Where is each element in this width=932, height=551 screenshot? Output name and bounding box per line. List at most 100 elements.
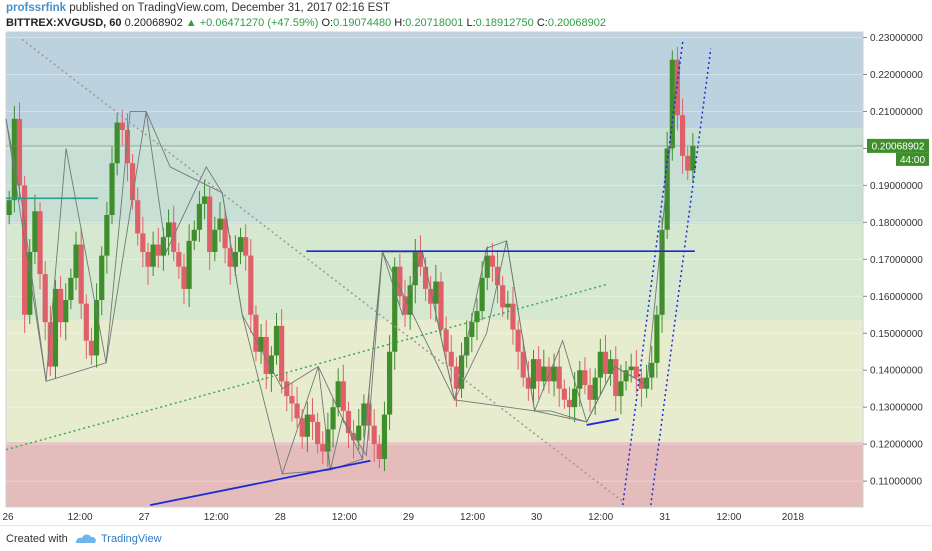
candle-up bbox=[6, 200, 12, 215]
last-price: 0.20068902 bbox=[124, 17, 183, 29]
candle-up bbox=[304, 414, 310, 437]
candle-down bbox=[685, 155, 691, 171]
close-label: C: bbox=[536, 17, 548, 29]
candle-up bbox=[669, 59, 675, 149]
trend-line bbox=[149, 459, 371, 507]
candle-down bbox=[587, 385, 593, 400]
candle-down bbox=[443, 329, 449, 352]
author-name[interactable]: profssrfink bbox=[6, 2, 67, 14]
candle-up bbox=[165, 222, 172, 238]
candle-down bbox=[16, 118, 23, 186]
candle-down bbox=[243, 237, 249, 256]
candle-down bbox=[613, 359, 619, 397]
candle-down bbox=[294, 403, 300, 419]
price-axis: 0.230000000.220000000.210000000.20000000… bbox=[862, 32, 923, 507]
candle-up bbox=[32, 211, 38, 252]
time-tick-label: 12:00 bbox=[588, 512, 613, 523]
candle-up bbox=[73, 244, 79, 278]
candle-down bbox=[366, 403, 372, 426]
price-badge-value: 0.20068902 bbox=[872, 141, 925, 152]
candle-up bbox=[392, 266, 398, 352]
candle-down bbox=[47, 322, 53, 367]
candle-down bbox=[22, 185, 28, 315]
price-tick-label: 0.18000000 bbox=[870, 218, 923, 229]
candle-up bbox=[479, 277, 485, 312]
candle-up bbox=[325, 429, 331, 452]
candle-down bbox=[602, 351, 609, 374]
candle-up bbox=[551, 366, 557, 382]
candle-down bbox=[78, 244, 84, 304]
time-tick-label: 28 bbox=[275, 512, 287, 523]
tradingview-logo-icon[interactable] bbox=[74, 531, 98, 545]
fib-zone bbox=[6, 224, 863, 321]
zigzag-pattern-line bbox=[5, 111, 647, 457]
candle-down bbox=[145, 251, 151, 267]
candle-up bbox=[361, 403, 367, 426]
candle-down bbox=[207, 196, 213, 252]
candle-down bbox=[638, 377, 645, 389]
candle-up bbox=[217, 218, 223, 230]
candle-down bbox=[397, 266, 403, 297]
price-chart[interactable]: 0.230000000.220000000.210000000.20000000… bbox=[0, 0, 932, 525]
candle-up bbox=[386, 351, 393, 415]
time-tick-label: 29 bbox=[403, 512, 415, 523]
trend-line bbox=[21, 38, 624, 503]
candle-up bbox=[474, 311, 480, 323]
candle-down bbox=[489, 255, 495, 267]
publish-line: profssrfink published on TradingView.com… bbox=[6, 2, 390, 14]
price-tick-label: 0.22000000 bbox=[870, 70, 923, 81]
candle-down bbox=[494, 266, 501, 286]
candle-up bbox=[27, 251, 33, 315]
candle-up bbox=[597, 351, 603, 378]
candle-up bbox=[268, 355, 274, 374]
candle-up bbox=[464, 336, 470, 356]
candle-up bbox=[381, 414, 388, 459]
candle-up bbox=[577, 370, 583, 389]
candle-up bbox=[109, 163, 115, 215]
candle-down bbox=[155, 244, 161, 256]
candle-up bbox=[530, 359, 537, 389]
candle-up bbox=[237, 237, 244, 252]
candle-down bbox=[263, 336, 269, 374]
fib-zone bbox=[6, 32, 863, 129]
candle-up bbox=[690, 145, 696, 171]
candle-down bbox=[351, 433, 357, 441]
candle-up bbox=[505, 303, 511, 308]
candle-down bbox=[376, 444, 382, 459]
time-tick-label: 31 bbox=[659, 512, 671, 523]
time-tick-label: 12:00 bbox=[460, 512, 485, 523]
symbol-line: BITTREX:XVGUSD, 60 0.20068902 ▲ +0.06471… bbox=[6, 17, 606, 29]
candlesticks bbox=[6, 46, 696, 472]
candle-down bbox=[520, 351, 526, 378]
price-tick-label: 0.12000000 bbox=[870, 440, 923, 451]
candle-down bbox=[176, 251, 182, 267]
candle-up bbox=[484, 255, 490, 278]
price-tick-label: 0.23000000 bbox=[870, 33, 923, 44]
high-value: 0.20718001 bbox=[405, 17, 464, 29]
candle-up bbox=[258, 336, 264, 352]
candle-down bbox=[371, 425, 377, 445]
candle-down bbox=[135, 200, 141, 234]
candle-up bbox=[11, 118, 17, 201]
candle-up bbox=[654, 314, 660, 363]
candle-down bbox=[171, 222, 177, 252]
candle-down bbox=[279, 325, 285, 382]
candle-up bbox=[356, 425, 362, 441]
trend-line bbox=[586, 418, 619, 426]
candle-down bbox=[422, 266, 429, 289]
candle-down bbox=[345, 410, 352, 434]
candle-up bbox=[618, 381, 624, 397]
tradingview-brand[interactable]: TradingView bbox=[101, 533, 162, 545]
open-label: O: bbox=[321, 17, 334, 29]
time-tick-label: 12:00 bbox=[332, 512, 357, 523]
footer: Created with TradingView bbox=[0, 525, 932, 551]
candle-up bbox=[68, 277, 74, 300]
candle-down bbox=[289, 396, 295, 404]
candle-down bbox=[515, 329, 521, 352]
candle-up bbox=[186, 240, 192, 289]
price-tick-label: 0.11000000 bbox=[870, 477, 923, 488]
candle-up bbox=[273, 325, 280, 356]
candle-down bbox=[37, 211, 43, 275]
candle-down bbox=[129, 163, 136, 201]
candle-down bbox=[500, 285, 506, 308]
